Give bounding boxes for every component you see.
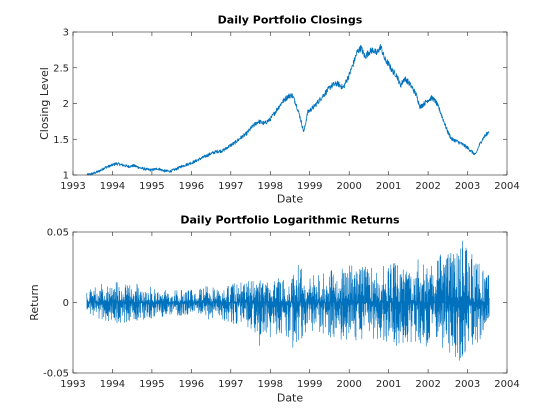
returns-y-tick-label: -0.05 bbox=[43, 369, 69, 380]
closings-y-tick-label: 1.5 bbox=[53, 135, 69, 146]
closings-x-tick-label: 2004 bbox=[494, 181, 519, 192]
closings-x-tick-label: 1994 bbox=[100, 181, 125, 192]
closings-axes-box bbox=[72, 31, 508, 176]
closings-y-tick-label: 3 bbox=[63, 28, 69, 39]
returns-y-tick-label: 0 bbox=[63, 298, 69, 309]
returns-x-tick-label: 1999 bbox=[297, 379, 322, 390]
closings-x-tick-label: 2001 bbox=[376, 181, 401, 192]
returns-x-tick-label: 2004 bbox=[494, 379, 519, 390]
returns-x-tick-label: 2003 bbox=[455, 379, 480, 390]
closings-x-tick-label: 1996 bbox=[179, 181, 204, 192]
closings-x-tick-label: 1997 bbox=[218, 181, 243, 192]
returns-x-tick-label: 2001 bbox=[376, 379, 401, 390]
closings-x-tick-label: 2002 bbox=[415, 181, 440, 192]
returns-subplot: Daily Portfolio Logarithmic Returns -0.0… bbox=[28, 214, 520, 405]
closings-subplot: Daily Portfolio Closings 11.522.53 1993 1… bbox=[38, 14, 520, 206]
closings-x-tick-label: 1995 bbox=[139, 181, 164, 192]
closings-x-tick-label: 1998 bbox=[258, 181, 283, 192]
returns-y-tick-label: 0.05 bbox=[47, 228, 69, 239]
closings-y-tick-label: 2 bbox=[63, 99, 69, 110]
closings-x-axis-label: Date bbox=[277, 193, 304, 206]
returns-x-tick-label: 2000 bbox=[336, 379, 361, 390]
returns-x-tick-label: 1993 bbox=[60, 379, 85, 390]
returns-x-ticks: 1993 1994 1995 1996 1997 1998 1999 2000 2001 2002… bbox=[60, 232, 520, 390]
closings-x-ticks: 1993 1994 1995 1996 1997 1998 1999 2000 2001 2002… bbox=[60, 32, 520, 192]
returns-title: Daily Portfolio Logarithmic Returns bbox=[180, 214, 400, 227]
returns-x-tick-label: 1998 bbox=[258, 379, 283, 390]
closings-y-axis-label: Closing Level bbox=[38, 67, 51, 140]
returns-x-tick-label: 1996 bbox=[179, 379, 204, 390]
closings-x-tick-label: 1999 bbox=[297, 181, 322, 192]
returns-x-tick-label: 1994 bbox=[100, 379, 125, 390]
closings-series-line bbox=[86, 44, 490, 176]
closings-x-tick-label: 1993 bbox=[60, 181, 85, 192]
returns-y-axis-label: Return bbox=[28, 284, 41, 321]
returns-x-tick-label: 2002 bbox=[415, 379, 440, 390]
closings-x-tick-label: 2000 bbox=[336, 181, 361, 192]
closings-title: Daily Portfolio Closings bbox=[218, 14, 363, 27]
returns-x-axis-label: Date bbox=[277, 392, 304, 405]
closings-y-tick-label: 2.5 bbox=[53, 63, 69, 74]
returns-x-tick-label: 1995 bbox=[139, 379, 164, 390]
closings-y-tick-label: 1 bbox=[63, 171, 69, 182]
returns-series-line bbox=[86, 240, 490, 361]
returns-x-tick-label: 1997 bbox=[218, 379, 243, 390]
closings-x-tick-label: 2003 bbox=[455, 181, 480, 192]
returns-axes-box bbox=[72, 231, 508, 374]
